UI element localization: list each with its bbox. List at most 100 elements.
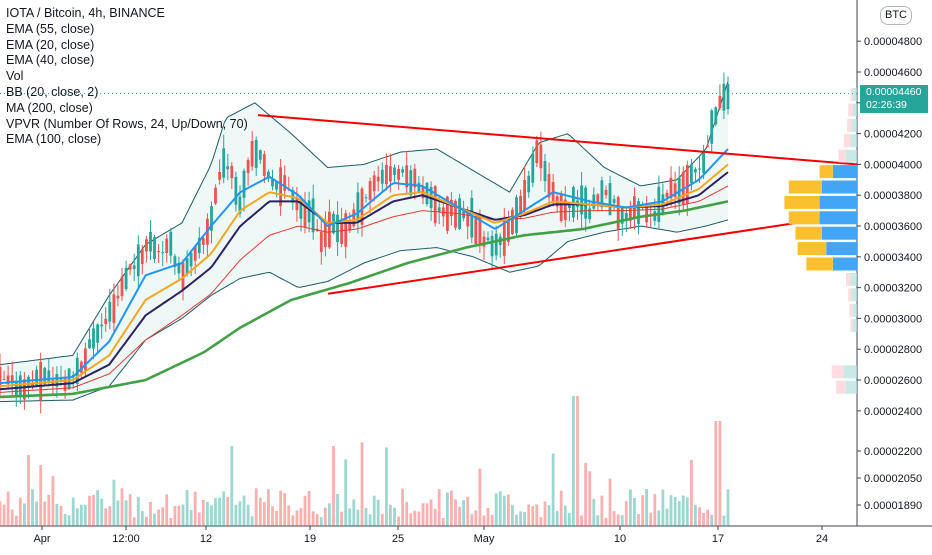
candle-up	[153, 237, 156, 259]
volume-bar	[319, 517, 323, 526]
volume-bar	[88, 495, 91, 526]
vpvr-up-bar	[832, 257, 857, 271]
volume-bar	[145, 516, 148, 526]
volume-bar	[612, 511, 616, 526]
volume-bar	[348, 508, 352, 526]
volume-bar	[624, 501, 628, 526]
vpvr-down-bar	[788, 211, 820, 225]
x-tick-label: 24	[816, 533, 828, 545]
legend-item-ma200[interactable]: MA (200, close)	[6, 100, 93, 115]
volume-bar	[555, 511, 559, 526]
currency-badge[interactable]: BTC	[880, 6, 912, 25]
volume-bar	[311, 511, 315, 526]
volume-bar	[620, 515, 624, 526]
last-price-value: 0.00004460	[866, 86, 922, 98]
volume-bar	[409, 513, 413, 526]
volume-bar	[543, 501, 547, 526]
candle-down	[79, 361, 83, 373]
volume-bar	[706, 509, 709, 526]
candle-down	[478, 215, 482, 245]
volume-bar	[547, 505, 551, 526]
volume-bar	[360, 442, 364, 526]
candle-up	[75, 357, 79, 384]
candle-down	[551, 182, 555, 201]
y-tick-label: 0.00003800	[864, 190, 922, 202]
trendline-lower	[327, 212, 858, 295]
volume-bar	[596, 515, 600, 526]
vpvr-up-bar	[826, 242, 857, 256]
volume-bar	[604, 517, 608, 526]
candle-down	[559, 193, 563, 221]
x-tick-label: 17	[712, 533, 724, 545]
volume-bar	[262, 502, 266, 526]
candle-up	[132, 265, 136, 269]
vpvr-up-bar	[852, 303, 857, 317]
candle-down	[84, 348, 87, 371]
volume-bar	[576, 396, 579, 526]
y-tick-label: 0.00003000	[864, 313, 922, 325]
volume-bar	[140, 511, 144, 526]
volume-bar	[437, 489, 441, 526]
vpvr-up-bar	[851, 118, 857, 132]
volume-bar	[385, 447, 388, 526]
candle-up	[694, 169, 697, 173]
y-tick-label: 0.00002800	[864, 344, 922, 356]
candle-up	[226, 166, 230, 170]
x-tick-label: 12	[200, 533, 212, 545]
candle-down	[511, 209, 514, 234]
candle-up	[470, 197, 474, 238]
candle-down	[262, 154, 266, 176]
legend-item-ema40[interactable]: EMA (40, close)	[6, 53, 95, 68]
legend-item-ema55[interactable]: EMA (55, close)	[6, 21, 95, 36]
legend-item-ema20[interactable]: EMA (20, close)	[6, 37, 95, 52]
candle-down	[140, 249, 144, 264]
volume-bar	[246, 504, 250, 526]
volume-bar	[59, 505, 63, 526]
legend-item-ema100[interactable]: EMA (100, close)	[6, 132, 102, 147]
candle-up	[356, 192, 360, 221]
candle-up	[189, 252, 193, 267]
legend-item-vpvr[interactable]: VPVR (Number Of Rows, 24, Up/Down, 70)	[6, 116, 248, 131]
candle-down	[645, 204, 648, 223]
legend-item-vol[interactable]: Vol	[6, 69, 24, 84]
candle-down	[328, 211, 331, 248]
volume-bar	[498, 491, 502, 526]
candle-down	[385, 165, 388, 185]
legend-item-bb[interactable]: BB (20, close, 2)	[6, 84, 99, 99]
volume-bar	[637, 514, 640, 526]
symbol-title: IOTA / Bitcoin, 4h, BINANCE	[6, 6, 165, 20]
volume-bar	[210, 505, 213, 526]
volume-bar	[165, 494, 169, 526]
candle-down	[441, 207, 445, 217]
y-tick-label: 0.00003200	[864, 283, 922, 295]
volume-bar	[466, 496, 470, 526]
volume-bar	[136, 497, 140, 526]
volume-bar	[600, 495, 604, 526]
candle-down	[563, 199, 567, 220]
candle-down	[104, 318, 108, 324]
volume-bar	[104, 508, 108, 526]
candle-down	[279, 167, 282, 207]
candle-down	[214, 187, 217, 204]
volume-bar	[275, 511, 278, 526]
vpvr-up-bar	[821, 180, 857, 194]
volume-bar	[441, 517, 445, 526]
candle-up	[393, 167, 396, 175]
volume-bar	[51, 476, 55, 526]
volume-bar	[258, 497, 262, 526]
candle-up	[698, 168, 701, 170]
volume-bar	[661, 489, 665, 526]
candle-down	[368, 181, 372, 200]
volume-bar	[31, 489, 34, 526]
vpvr-up-bar	[852, 103, 857, 117]
volume-bar	[149, 501, 152, 526]
volume-bar	[368, 514, 372, 526]
volume-bar	[417, 511, 421, 526]
candle-down	[352, 209, 356, 227]
x-tick-label: Apr	[33, 533, 50, 545]
candle-down	[685, 165, 689, 204]
bb-lower-line	[0, 219, 729, 403]
volume-bar	[116, 500, 120, 526]
